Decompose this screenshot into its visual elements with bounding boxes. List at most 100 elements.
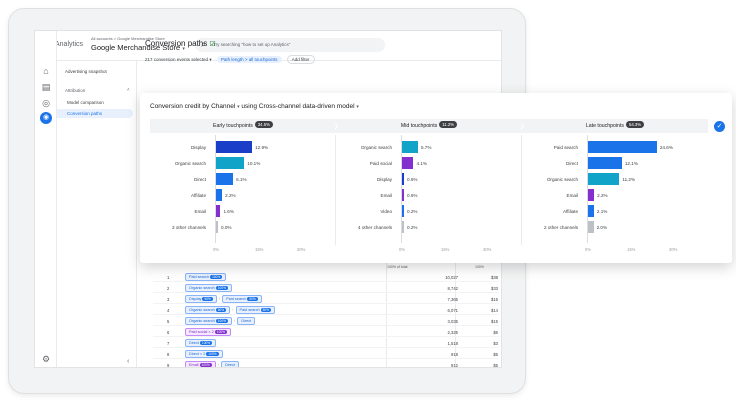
home-icon[interactable]: ⌂ [43, 66, 49, 76]
path-length-chip[interactable]: Path length > all touchpoints [216, 56, 282, 63]
credit-pill: 50% [260, 308, 271, 312]
bar[interactable] [588, 173, 620, 185]
chevron-down-icon[interactable]: ▾ [237, 104, 240, 110]
mid-touchpoints-chart: Organic search 5.7% Paid social 4.1% Display… [336, 135, 522, 255]
bar-row[interactable]: Direct 6.1% [150, 173, 336, 185]
bar[interactable] [588, 141, 657, 153]
property-selector[interactable]: Google Merchandise Store ▾ [91, 43, 185, 52]
bar-row[interactable]: Paid social 4.1% [336, 157, 522, 169]
bar-row[interactable]: Display 0.5% [336, 173, 522, 185]
table-row[interactable]: 9 Email 100% › Direct 912 $5 [153, 360, 499, 368]
table-row[interactable]: 7 Direct 100% 1,518 $3 [153, 338, 499, 348]
category-label: 2 other channels [544, 225, 578, 230]
conversion-path: Organic search 100% [185, 284, 234, 292]
value-label: 0.5% [407, 177, 418, 182]
baseline [587, 135, 588, 243]
row-index: 8 [167, 352, 170, 357]
table-row[interactable]: 3 Display 50% › Paid search 50% 7,365 $15 [153, 294, 499, 304]
chevron-up-icon[interactable]: ˄ [127, 87, 130, 92]
bar-row[interactable]: Affiliate 2.1% [522, 205, 708, 217]
bar[interactable] [588, 221, 594, 233]
stage-early[interactable]: Early touchpoints 34.5% [150, 119, 336, 133]
revenue-value: $5 [493, 363, 498, 368]
bar[interactable] [402, 141, 418, 153]
panel-divider [521, 135, 522, 245]
table-row[interactable]: 5 Organic search 100% › Direct 3,035 $15 [153, 316, 499, 326]
bar-row[interactable]: Email 0.5% [336, 189, 522, 201]
bar[interactable] [216, 205, 221, 217]
bar[interactable] [588, 157, 622, 169]
path-step: Paid search 100% [185, 273, 227, 281]
stage-pct: 54.3% [625, 121, 645, 128]
conversions-value: 8,742 [447, 286, 458, 291]
settings-icon[interactable]: ⚙ [41, 354, 51, 364]
bar-row[interactable]: Email 2.2% [522, 189, 708, 201]
nav-model-comparison[interactable]: Model comparison [67, 100, 104, 105]
bar[interactable] [402, 205, 404, 217]
bar-row[interactable]: Email 1.6% [150, 205, 336, 217]
bar-row[interactable]: Organic search 10.1% [150, 157, 336, 169]
bar[interactable] [216, 173, 234, 185]
x-tick-label: 0% [585, 247, 592, 252]
bar[interactable] [216, 189, 223, 201]
bar-row[interactable]: Organic search 11.2% [522, 173, 708, 185]
search-input[interactable]: ⌕ Try searching "how to set up Analytics… [195, 38, 385, 52]
bar-row[interactable]: Affiliate 2.2% [150, 189, 336, 201]
table-row[interactable]: 6 Paid social × 2 100% 2,325 $6 [153, 327, 499, 337]
nav-conversion-paths[interactable]: Conversion paths [57, 109, 133, 118]
bar[interactable] [588, 205, 594, 217]
table-row[interactable]: 2 Organic search 100% 8,742 $33 [153, 283, 499, 293]
advertising-icon[interactable]: ◉ [40, 112, 52, 124]
bar-row[interactable]: 2 other channels 2.0% [522, 221, 708, 233]
bar[interactable] [402, 189, 404, 201]
table-row[interactable]: 4 Organic search 50% › Paid search 50% 6,071 $1… [153, 305, 499, 315]
row-index: 9 [167, 363, 170, 368]
row-index: 2 [167, 286, 170, 291]
breadcrumb[interactable]: All accounts > Google Merchandise Store [91, 36, 165, 41]
bar-row[interactable]: Video 0.2% [336, 205, 522, 217]
dimension-selector[interactable]: Channel [211, 103, 236, 110]
chevron-down-icon[interactable]: ▾ [356, 104, 359, 110]
reports-icon[interactable]: ▤ [41, 82, 51, 92]
x-tick-label: 0% [399, 247, 406, 252]
bar-row[interactable]: Organic search 5.7% [336, 141, 522, 153]
collapse-icon[interactable]: ‹ [127, 358, 130, 365]
explore-icon[interactable]: ◎ [42, 98, 50, 108]
bar-row[interactable]: 3 other channels 0.0% [150, 221, 336, 233]
category-label: Affiliate [191, 193, 206, 198]
value-label: 0.2% [407, 225, 418, 230]
bar[interactable] [216, 141, 253, 153]
stage-late[interactable]: Late touchpoints 54.3% [522, 119, 708, 133]
table-row[interactable]: 1 Paid search 100% 10,027 $38 [153, 272, 499, 282]
bar-row[interactable]: 4 other channels 0.2% [336, 221, 522, 233]
x-tick-label: 15% [441, 247, 450, 252]
chevron-right-icon: › [334, 117, 339, 133]
table-row[interactable]: 8 Direct × 2 100% 918 $5 [153, 349, 499, 359]
x-tick-label: 30% [483, 247, 492, 252]
bar-row[interactable]: Paid search 24.6% [522, 141, 708, 153]
bar[interactable] [402, 157, 414, 169]
bar[interactable] [402, 173, 404, 185]
x-tick-label: 0% [213, 247, 220, 252]
stage-mid[interactable]: Mid touchpoints 11.2% [336, 119, 522, 133]
bar[interactable] [216, 157, 245, 169]
bar[interactable] [216, 221, 218, 233]
check-icon[interactable]: ✓ [714, 121, 725, 132]
bar-row[interactable]: Direct 12.1% [522, 157, 708, 169]
revenue-value: $15 [491, 319, 498, 324]
nav-attribution[interactable]: Attribution [65, 88, 86, 93]
category-label: 4 other channels [358, 225, 392, 230]
x-tick-label: 15% [627, 247, 636, 252]
path-separator-icon: › [232, 307, 234, 312]
nav-advertising-snapshot[interactable]: Advertising snapshot [65, 69, 107, 74]
search-icon: ⌕ [201, 40, 206, 49]
stage-label: Late touchpoints [585, 123, 624, 129]
category-label: Direct [194, 177, 206, 182]
credit-pill: 50% [247, 297, 258, 301]
add-filter-button[interactable]: Add filter [286, 55, 315, 64]
bar-row[interactable]: Display 12.9% [150, 141, 336, 153]
events-filter[interactable]: 217 conversion events selected [145, 57, 209, 62]
verified-icon: ☑ [209, 41, 216, 48]
bar[interactable] [588, 189, 595, 201]
bar[interactable] [402, 221, 404, 233]
